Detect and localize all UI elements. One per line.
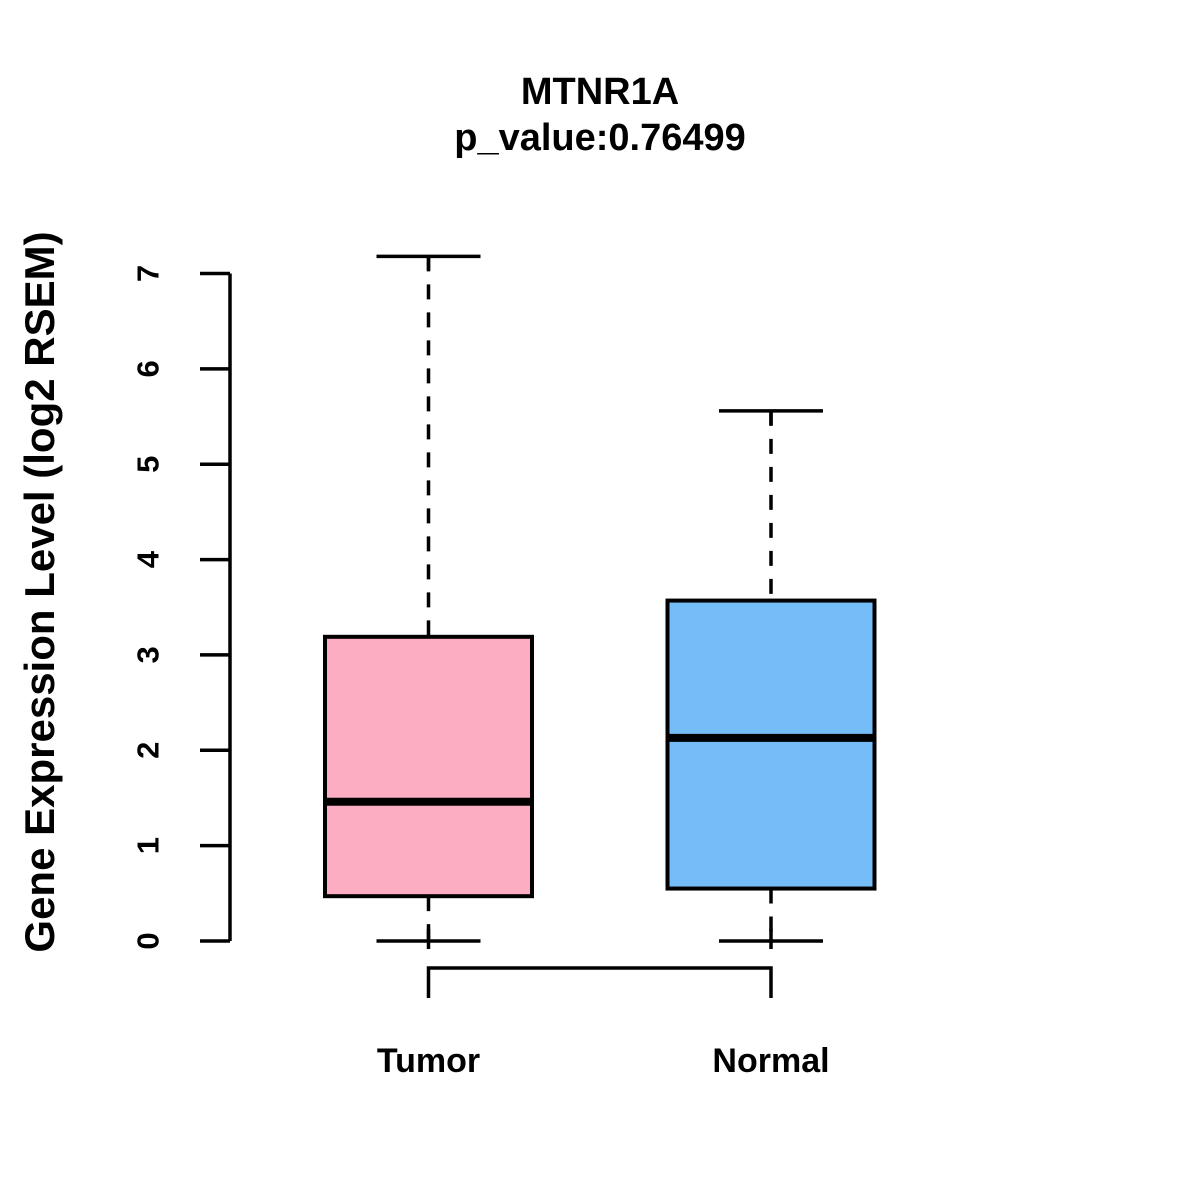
chart-title-block: MTNR1A p_value:0.76499 [0, 69, 1200, 161]
y-axis-tick-label: 2 [131, 742, 166, 759]
chart-title: MTNR1A [520, 71, 680, 113]
y-axis-tick-label: 5 [131, 456, 166, 473]
y-axis-tick-label: 4 [131, 550, 166, 568]
group-label-tumor: Tumor [377, 1042, 480, 1080]
y-axis-tick-label: 7 [131, 265, 166, 282]
group-label-normal: Normal [712, 1042, 829, 1080]
y-axis-tick-label: 1 [131, 837, 166, 854]
comparison-bracket [426, 966, 773, 998]
chart-subtitle-pvalue: p_value:0.76499 [454, 117, 746, 159]
y-axis-tick-label: 6 [131, 360, 166, 377]
tumor-box [323, 634, 534, 899]
normal-box [665, 598, 877, 891]
y-axis-tick-label: 0 [131, 932, 166, 949]
y-axis-tick-label: 3 [131, 646, 166, 663]
